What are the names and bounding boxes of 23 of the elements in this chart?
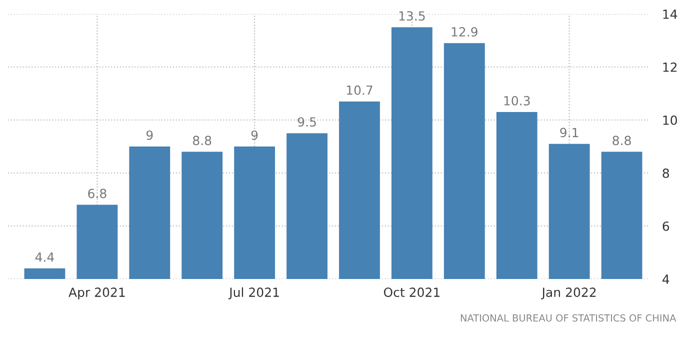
data-label: 4.4 xyxy=(35,252,54,262)
data-label: 6.8 xyxy=(88,188,106,198)
y-tick-label: 10 xyxy=(663,115,677,125)
data-label: 8.8 xyxy=(612,136,631,146)
x-tick-label: Jul 2021 xyxy=(228,287,279,300)
data-label: 9.1 xyxy=(560,128,578,138)
x-tick-label: Apr 2021 xyxy=(68,288,125,300)
data-label: 12.9 xyxy=(452,27,478,37)
y-tick-label: 4 xyxy=(662,274,670,284)
data-label: 9.5 xyxy=(298,117,316,127)
data-label: 13.5 xyxy=(399,11,425,21)
data-label: 8.8 xyxy=(193,136,212,146)
y-tick-label: 6 xyxy=(662,221,670,231)
y-tick-label: 12 xyxy=(663,62,677,72)
y-tick-label: 8 xyxy=(662,168,669,178)
x-tick-label: Jan 2022 xyxy=(541,288,596,300)
y-tick-label: 14 xyxy=(663,10,678,19)
data-label: 9 xyxy=(251,130,258,140)
data-label: 9 xyxy=(146,130,153,140)
x-tick-label: Oct 2021 xyxy=(384,288,440,298)
data-label: 10.3 xyxy=(504,96,530,106)
text: NATIONAL BUREAU OF STATISTICS OF CHINA xyxy=(460,314,676,322)
data-label: 10.7 xyxy=(346,85,372,95)
